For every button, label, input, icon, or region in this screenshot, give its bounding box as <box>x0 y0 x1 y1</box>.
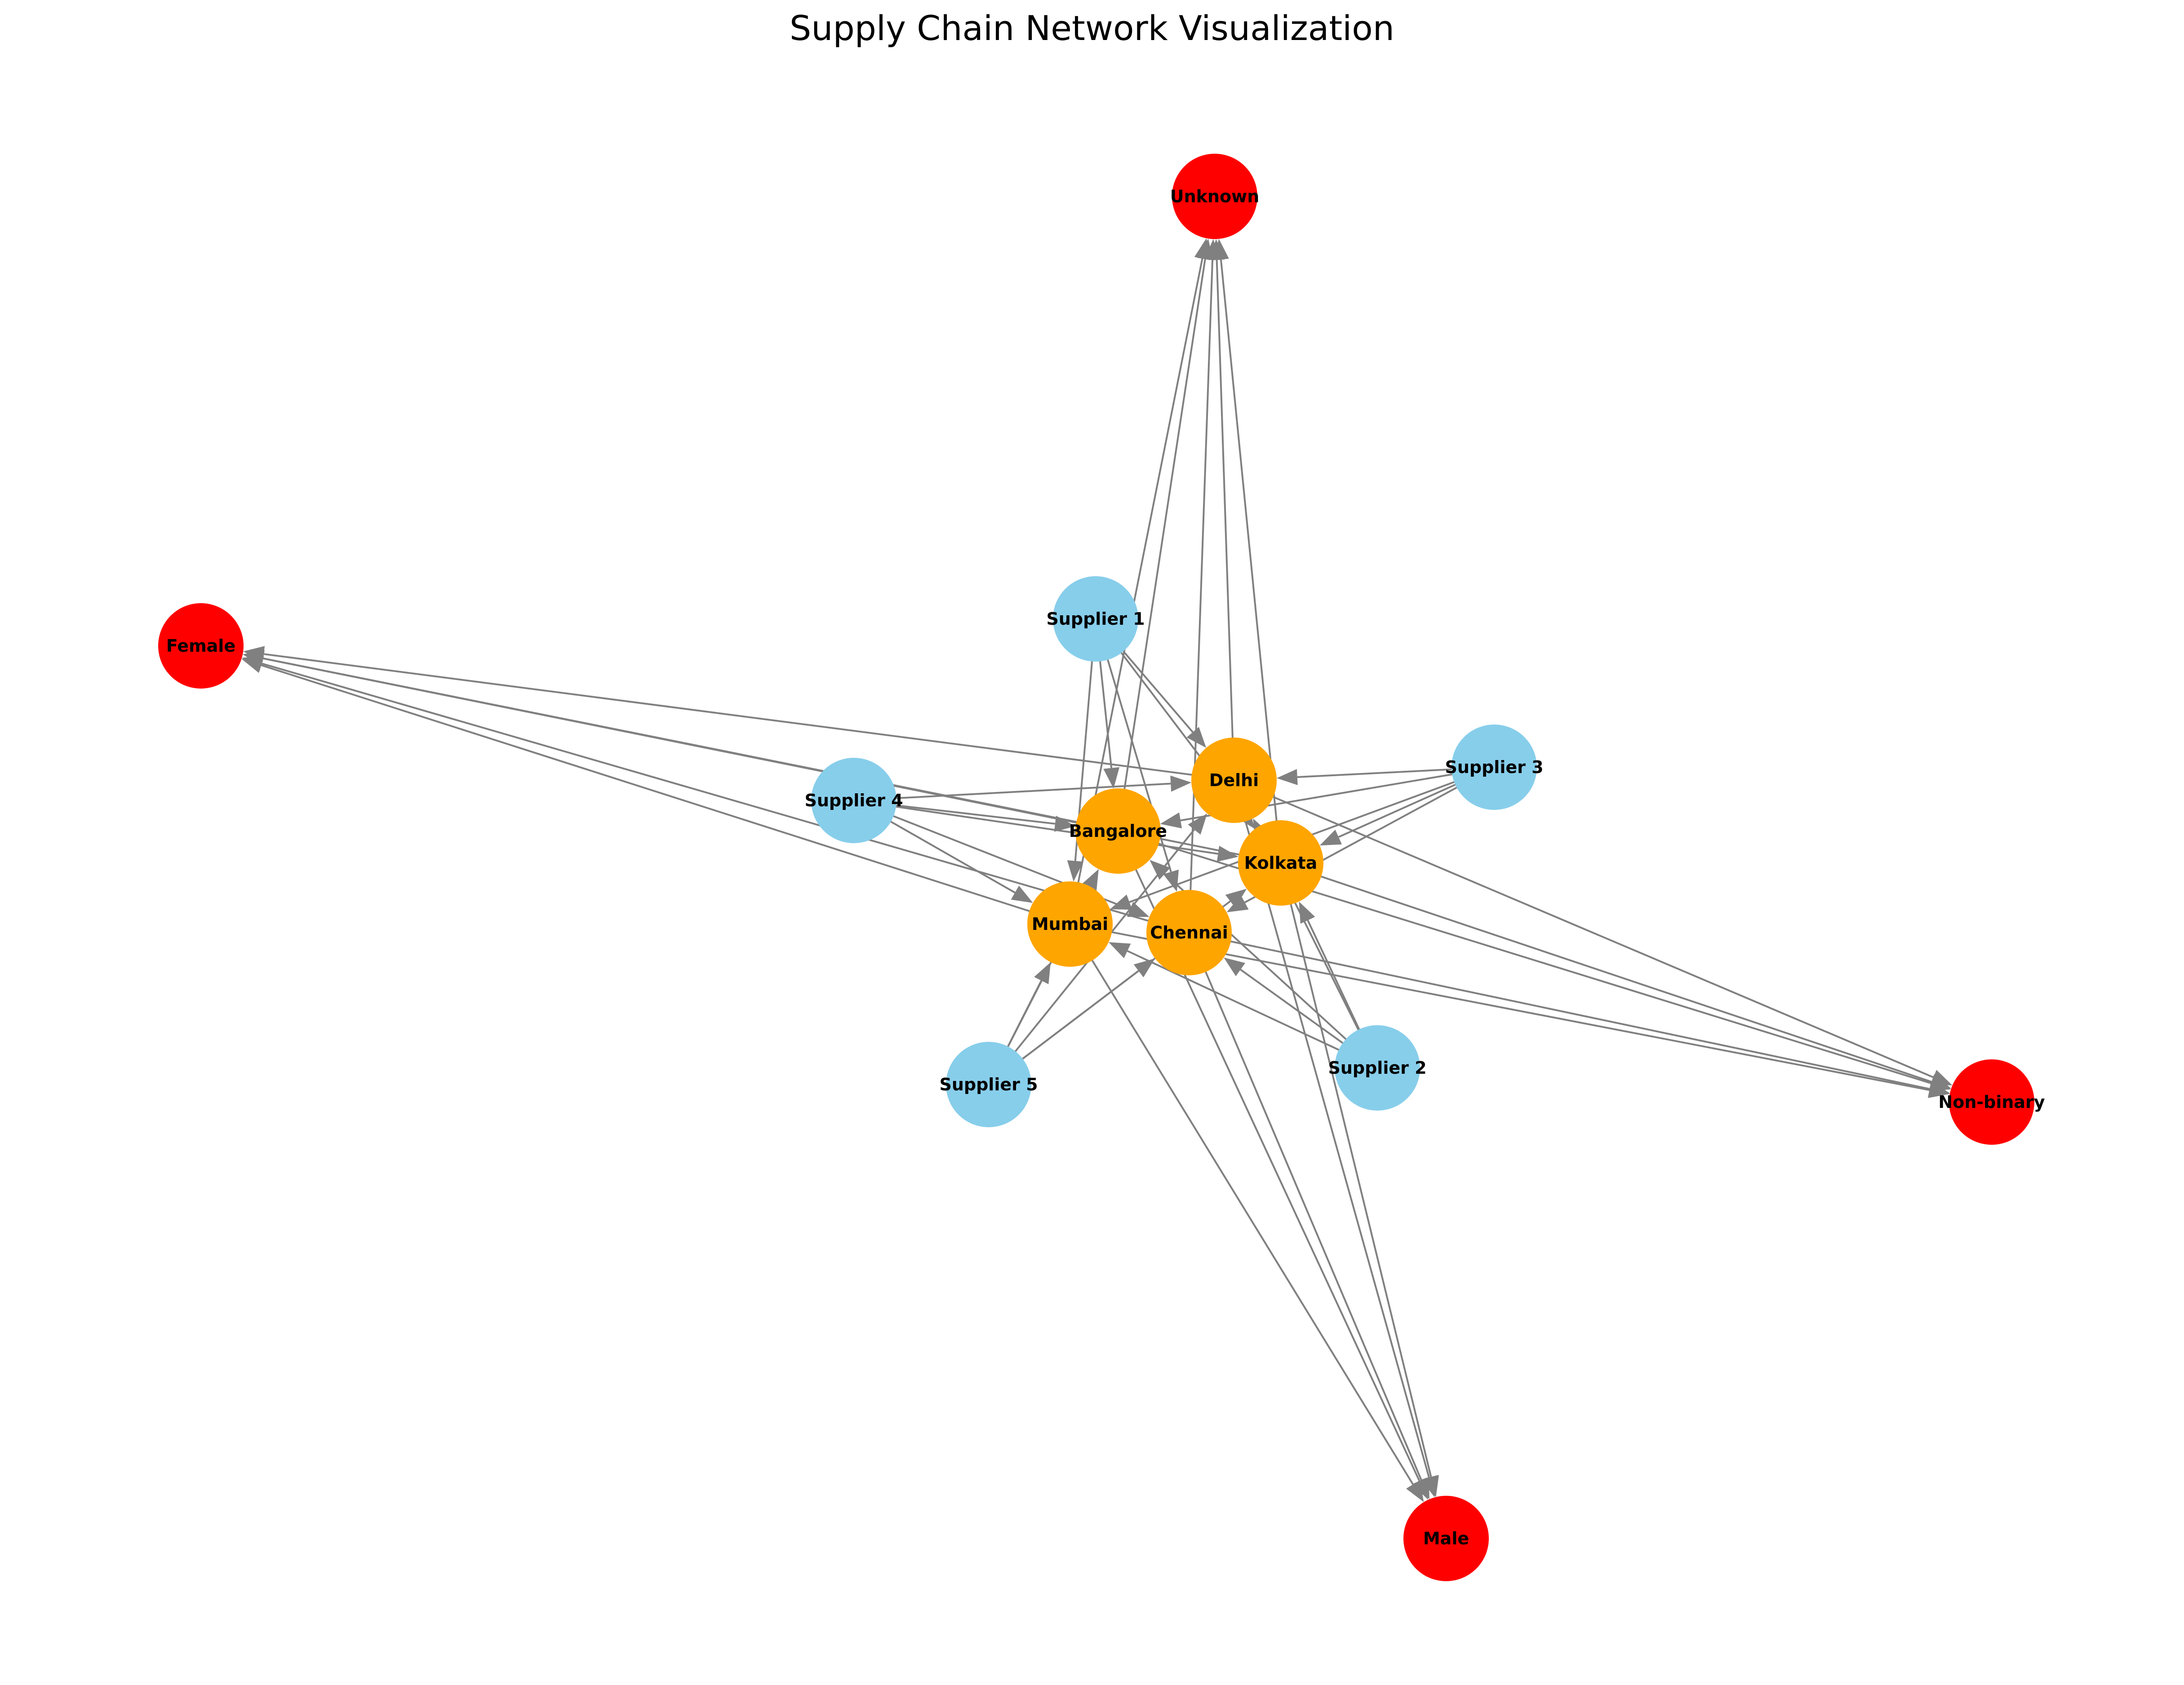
demographic-node-circle <box>158 603 244 689</box>
node-label: Bangalore <box>1069 821 1167 841</box>
city-node-circle <box>1075 788 1161 874</box>
node-label: Supplier 2 <box>1328 1058 1426 1078</box>
node-layer: Supplier 1 Supplier 2 Supplier 3 Supplier 4… <box>158 154 2045 1581</box>
edge-line <box>1189 932 1930 1090</box>
node-unknown: Unknown <box>1170 154 1260 239</box>
supplier-node-circle <box>1053 576 1138 662</box>
supplier-node-circle <box>811 758 897 843</box>
arrowhead-icon <box>1204 239 1221 260</box>
city-node-circle <box>1191 738 1277 823</box>
node-female: Female <box>158 603 244 689</box>
arrowhead-icon <box>1034 962 1051 984</box>
edge-layer <box>241 238 1953 1502</box>
edge-chennai-to-female <box>242 656 1190 934</box>
arrowhead-icon <box>1224 957 1246 976</box>
node-label: Mumbai <box>1032 914 1108 934</box>
arrowhead-icon <box>1067 860 1083 882</box>
node-label: Supplier 3 <box>1445 757 1543 777</box>
node-label: Female <box>166 636 235 656</box>
edge-line <box>853 782 1171 801</box>
node-delhi: Delhi <box>1191 738 1277 823</box>
arrowhead-icon <box>1011 885 1033 903</box>
arrowhead-icon <box>1276 769 1298 785</box>
edge-line <box>261 662 1190 934</box>
node-bangalore: Bangalore <box>1069 788 1167 874</box>
edge-supplier-2-to-mumbai <box>1109 942 1378 1069</box>
node-supplier-4: Supplier 4 <box>804 758 903 843</box>
node-label: Non-binary <box>1938 1092 2045 1112</box>
node-label: Male <box>1423 1529 1469 1548</box>
demographic-node-circle <box>1172 154 1257 239</box>
city-node-circle <box>1027 881 1113 967</box>
edge-line <box>261 664 1070 925</box>
edge-chennai-to-male <box>1188 932 1429 1499</box>
edge-line <box>1216 259 1235 781</box>
arrowhead-icon <box>1928 1081 1950 1097</box>
edge-line <box>1188 932 1422 1480</box>
arrowhead-icon <box>1133 958 1155 978</box>
arrowhead-icon <box>1225 889 1247 908</box>
arrowhead-icon <box>1150 860 1171 880</box>
node-male: Male <box>1403 1496 1489 1581</box>
arrowhead-icon <box>1110 894 1132 910</box>
edge-mumbai-to-female <box>241 657 1070 925</box>
arrowhead-icon <box>1226 895 1249 912</box>
node-label: Supplier 5 <box>939 1075 1038 1094</box>
edge-line <box>1234 779 1934 1078</box>
arrowhead-icon <box>1414 1477 1429 1499</box>
edge-line <box>1188 259 1214 933</box>
edge-supplier-4-to-delhi <box>853 775 1192 801</box>
node-supplier-1: Supplier 1 <box>1046 576 1145 662</box>
edge-mumbai-to-male <box>1069 923 1424 1502</box>
edge-line <box>1127 950 1378 1069</box>
node-label: Supplier 4 <box>804 791 903 810</box>
edge-delhi-to-unknown <box>1208 239 1235 781</box>
arrowhead-icon <box>1160 812 1182 829</box>
demographic-node-circle <box>1949 1059 2034 1145</box>
node-label: Kolkata <box>1244 853 1318 873</box>
arrowhead-icon <box>1319 829 1342 846</box>
arrowhead-icon <box>1188 813 1207 835</box>
node-supplier-3: Supplier 3 <box>1445 725 1544 810</box>
arrowhead-icon <box>1170 775 1192 792</box>
supplier-node-circle <box>946 1042 1031 1127</box>
node-label: Supplier 1 <box>1046 609 1145 629</box>
arrowhead-icon <box>1103 767 1120 789</box>
node-non-binary: Non-binary <box>1938 1059 2045 1145</box>
arrowhead-icon <box>1194 238 1211 260</box>
diagram-title: Supply Chain Network Visualization <box>790 8 1394 48</box>
demographic-node-circle <box>1403 1496 1489 1581</box>
arrowhead-icon <box>1216 845 1239 862</box>
node-supplier-2: Supplier 2 <box>1328 1025 1427 1111</box>
city-node-circle <box>1238 820 1323 906</box>
edge-chennai-to-unknown <box>1188 239 1221 933</box>
supplier-node-circle <box>1335 1025 1420 1111</box>
supplier-node-circle <box>1452 725 1537 810</box>
arrowhead-icon <box>1109 942 1131 959</box>
edge-line <box>1280 862 1932 1083</box>
edge-kolkata-to-male <box>1280 863 1439 1497</box>
node-chennai: Chennai <box>1146 890 1232 975</box>
edge-line <box>1280 863 1432 1477</box>
node-kolkata: Kolkata <box>1238 820 1323 906</box>
city-node-circle <box>1146 890 1232 975</box>
node-label: Chennai <box>1150 923 1228 943</box>
edge-line <box>263 653 1234 781</box>
edge-delhi-to-non-binary <box>1234 779 1953 1085</box>
node-supplier-5: Supplier 5 <box>939 1042 1038 1127</box>
arrowhead-icon <box>242 656 264 671</box>
edge-line <box>1069 923 1414 1485</box>
node-label: Unknown <box>1170 187 1260 206</box>
node-label: Delhi <box>1209 770 1259 790</box>
edge-line <box>1117 259 1206 831</box>
edge-chennai-to-non-binary <box>1189 932 1950 1097</box>
arrowhead-icon <box>1299 901 1315 924</box>
edge-delhi-to-female <box>243 646 1234 781</box>
node-mumbai: Mumbai <box>1027 881 1113 967</box>
